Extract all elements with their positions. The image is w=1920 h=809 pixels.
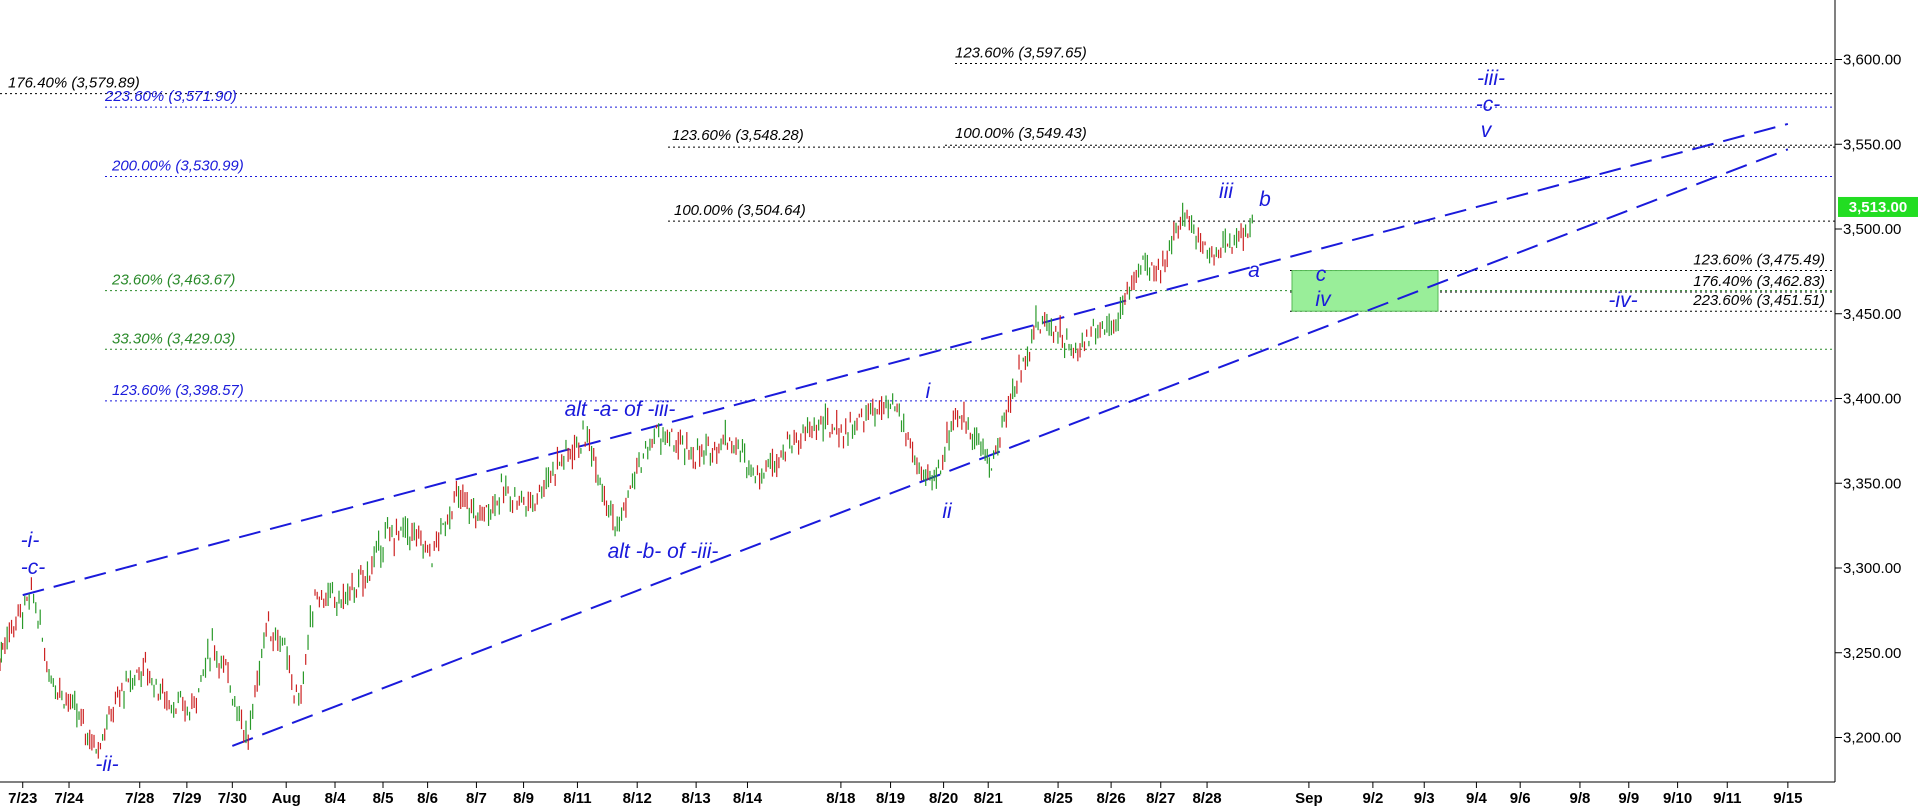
y-tick-label: 3,400.00 bbox=[1843, 391, 1901, 408]
wave-label: iii bbox=[1219, 180, 1234, 203]
x-tick-label: 7/29 bbox=[172, 790, 201, 807]
fib-level-label: 200.00% (3,530.99) bbox=[111, 157, 244, 174]
x-tick-label: Aug bbox=[272, 790, 301, 807]
x-tick-label: 8/21 bbox=[974, 790, 1003, 807]
wave-label: -i- bbox=[21, 529, 40, 552]
wave-label: -iv- bbox=[1608, 289, 1637, 312]
y-tick-label: 3,250.00 bbox=[1843, 645, 1901, 662]
price-bars-layer bbox=[0, 202, 1253, 759]
wave-labels-layer: -i- -c- -ii-alt -a- of -iii-alt -b- of -ii… bbox=[21, 67, 1638, 776]
x-tick-label: 8/7 bbox=[466, 790, 487, 807]
fib-level-label: 23.60% (3,463.67) bbox=[111, 272, 235, 289]
x-tick-label: 8/12 bbox=[623, 790, 652, 807]
wave-label: ii bbox=[942, 500, 953, 523]
y-tick-label: 3,600.00 bbox=[1843, 52, 1901, 69]
fib-level-label: 100.00% (3,549.43) bbox=[955, 125, 1087, 142]
x-tick-label: 8/6 bbox=[417, 790, 438, 807]
x-tick-label: 8/14 bbox=[733, 790, 763, 807]
x-tick-label: 7/30 bbox=[218, 790, 247, 807]
x-tick-label: 9/6 bbox=[1510, 790, 1531, 807]
x-tick-label: 7/23 bbox=[8, 790, 37, 807]
x-tick-label: 9/3 bbox=[1414, 790, 1435, 807]
x-tick-label: 8/20 bbox=[929, 790, 958, 807]
x-tick-label: 9/4 bbox=[1466, 790, 1488, 807]
x-tick-label: 8/5 bbox=[373, 790, 394, 807]
y-tick-label: 3,500.00 bbox=[1843, 221, 1901, 238]
wave-label: -c- bbox=[1476, 93, 1501, 116]
fib-level-label: 33.30% (3,429.03) bbox=[112, 330, 235, 347]
fib-level-label: 223.60% (3,451.51) bbox=[1692, 292, 1825, 309]
y-tick-label: 3,200.00 bbox=[1843, 730, 1901, 747]
fib-level-label: 123.60% (3,398.57) bbox=[112, 382, 244, 399]
last-price-tag: 3,513.00 bbox=[1838, 196, 1918, 217]
x-tick-label: 9/8 bbox=[1570, 790, 1591, 807]
fib-level-label: 123.60% (3,475.49) bbox=[1693, 252, 1825, 269]
y-tick-label: 3,300.00 bbox=[1843, 560, 1901, 577]
x-tick-label: 8/11 bbox=[563, 790, 591, 807]
x-tick-label: 8/26 bbox=[1096, 790, 1125, 807]
wave-label: v bbox=[1481, 119, 1493, 142]
channel-line bbox=[231, 148, 1789, 747]
x-tick-label: Sep bbox=[1295, 790, 1323, 807]
wave-label: -c- bbox=[21, 556, 46, 579]
fib-level-label: 176.40% (3,462.83) bbox=[1693, 273, 1825, 290]
wave-label: -iii- bbox=[1477, 67, 1505, 90]
y-tick-label: 3,350.00 bbox=[1843, 475, 1901, 492]
last-price-label: 3,513.00 bbox=[1849, 199, 1907, 216]
target-zone-box bbox=[1291, 270, 1439, 312]
last-price-tag-bg bbox=[1838, 196, 1918, 217]
wave-label: c bbox=[1316, 263, 1327, 286]
wave-label: alt -b- of -iii- bbox=[608, 540, 719, 563]
y-tick-label: 3,550.00 bbox=[1843, 136, 1901, 153]
fib-level-label: 123.60% (3,548.28) bbox=[672, 127, 804, 144]
x-tick-label: 9/9 bbox=[1618, 790, 1639, 807]
channel-line bbox=[22, 122, 1789, 597]
fib-level-label: 123.60% (3,597.65) bbox=[955, 44, 1087, 61]
fib-level-label: 100.00% (3,504.64) bbox=[674, 202, 806, 219]
x-tick-label: 8/27 bbox=[1146, 790, 1175, 807]
wave-label: b bbox=[1259, 188, 1271, 211]
y-tick-label: 3,450.00 bbox=[1843, 306, 1901, 323]
fib-level-label: 223.60% (3,571.90) bbox=[104, 88, 237, 105]
plot-area bbox=[0, 0, 1835, 809]
wave-label: -ii- bbox=[95, 753, 118, 776]
fib-level-label: 176.40% (3,579.89) bbox=[8, 75, 140, 92]
fibonacci-levels: 123.60% (3,597.65)176.40% (3,579.89)223.… bbox=[0, 44, 1835, 402]
wave-channel-layer bbox=[22, 122, 1789, 747]
wave-label: a bbox=[1248, 259, 1260, 282]
x-tick-label: 8/28 bbox=[1192, 790, 1221, 807]
y-axis-ticks: 3,200.00 3,250.00 3,300.00 3,350.00 3,400.00… bbox=[1835, 52, 1901, 747]
x-tick-label: 7/24 bbox=[54, 790, 84, 807]
wave-label: i bbox=[926, 380, 932, 403]
x-tick-label: 8/13 bbox=[682, 790, 711, 807]
x-tick-label: 7/28 bbox=[125, 790, 154, 807]
x-tick-label: 8/18 bbox=[826, 790, 855, 807]
x-tick-label: 9/11 bbox=[1713, 790, 1741, 807]
x-tick-label: 9/2 bbox=[1362, 790, 1383, 807]
x-tick-label: 9/15 bbox=[1773, 790, 1802, 807]
x-axis-ticks: 7/23 7/24 7/28 7/29 7/30 Aug 8/4 8/5 8/6 8/7 8/9 8/… bbox=[8, 782, 1802, 807]
wave-label: iv bbox=[1315, 288, 1332, 311]
x-tick-label: 8/19 bbox=[876, 790, 905, 807]
wave-label: alt -a- of -iii- bbox=[565, 398, 676, 421]
x-tick-label: 8/4 bbox=[325, 790, 347, 807]
x-tick-label: 8/9 bbox=[513, 790, 534, 807]
x-tick-label: 8/25 bbox=[1043, 790, 1072, 807]
x-tick-label: 9/10 bbox=[1663, 790, 1692, 807]
target-zone-layer bbox=[1291, 270, 1439, 312]
